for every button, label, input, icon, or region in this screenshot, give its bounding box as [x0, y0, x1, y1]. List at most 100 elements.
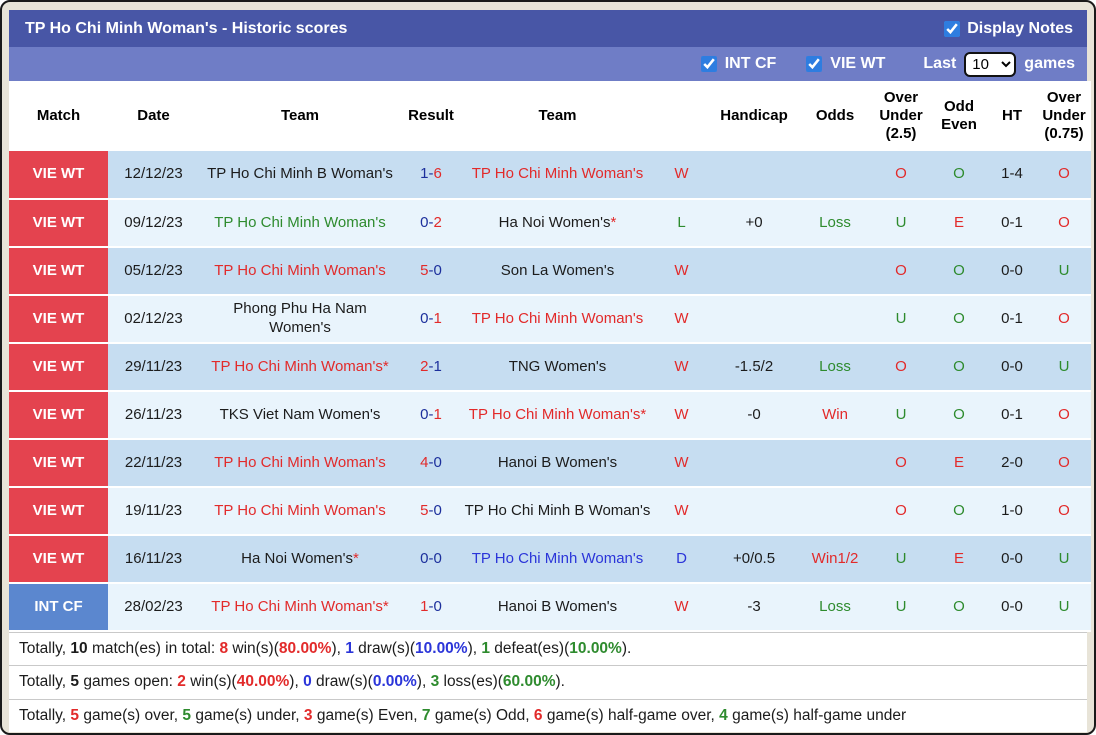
result-score: 0-2	[401, 199, 461, 248]
score-dash: -	[428, 261, 434, 279]
display-notes-checkbox[interactable]	[944, 20, 961, 37]
handicap-value: -3	[709, 583, 799, 632]
away-score: 2	[433, 213, 442, 231]
column-header: Over Under (0.75)	[1037, 81, 1091, 151]
historic-scores-table: Match Date Team Result Team Handicap Odds Over …	[9, 81, 1091, 632]
column-header: Over Under (2.5)	[871, 81, 931, 151]
match-date: 16/11/23	[108, 535, 199, 584]
league-badge: VIE WT	[9, 487, 108, 536]
odd-even: O	[931, 295, 987, 344]
away-score: 6	[433, 165, 442, 183]
team-name: Ha Noi Women's	[498, 213, 611, 231]
handicap-value	[709, 151, 799, 200]
away-team: TNG Women's	[461, 343, 654, 392]
result-score: 2-1	[401, 343, 461, 392]
home-score: 5	[420, 261, 429, 279]
last-games-select[interactable]: 10	[964, 51, 1017, 77]
result-score: 0-1	[401, 391, 461, 440]
over-under-25: U	[871, 295, 931, 344]
summary-line-1: Totally, 10 match(es) in total: 8 win(s)…	[9, 632, 1087, 666]
team-name: TP Ho Chi Minh B Woman's	[207, 165, 393, 183]
ht-score: 2-0	[987, 439, 1037, 488]
team-name: TP Ho Chi Minh Woman's	[211, 597, 383, 615]
ht-score: 0-0	[987, 343, 1037, 392]
odd-even: O	[931, 583, 987, 632]
column-header: Match	[9, 81, 108, 151]
match-date: 02/12/23	[108, 295, 199, 344]
home-team: TP Ho Chi Minh Woman's*	[199, 343, 401, 392]
wdl-letter: W	[654, 343, 709, 392]
home-team: TKS Viet Nam Women's	[199, 391, 401, 440]
odd-even: O	[931, 151, 987, 200]
result-score: 5-0	[401, 487, 461, 536]
ht-score: 1-0	[987, 487, 1037, 536]
home-team: Ha Noi Women's*	[199, 535, 401, 584]
wdl-letter: W	[654, 151, 709, 200]
team-name: Hanoi B Women's	[497, 453, 618, 471]
odds-result: Loss	[799, 343, 871, 392]
result-score: 1-0	[401, 583, 461, 632]
home-score: 1	[420, 165, 429, 183]
table-row: VIE WT 02/12/23 Phong Phu Ha Nam Women's 0-…	[9, 295, 1091, 344]
over-under-075: U	[1037, 535, 1091, 584]
away-team: Hanoi B Women's	[461, 439, 654, 488]
over-under-25: U	[871, 583, 931, 632]
table-row: VIE WT 19/11/23 TP Ho Chi Minh Woman's 5-0 T…	[9, 487, 1091, 536]
table-row: VIE WT 29/11/23 TP Ho Chi Minh Woman's* 2-1…	[9, 343, 1091, 392]
team-name: Phong Phu Ha Nam Women's	[233, 300, 367, 336]
handicap-value	[709, 247, 799, 296]
vie-wt-checkbox[interactable]	[806, 56, 823, 72]
over-under-075: U	[1037, 247, 1091, 296]
table-row: VIE WT 09/12/23 TP Ho Chi Minh Woman's 0-2 H…	[9, 199, 1091, 248]
odds-result: Loss	[799, 199, 871, 248]
away-team: Son La Women's	[461, 247, 654, 296]
over-under-25: U	[871, 391, 931, 440]
score-dash: -	[428, 549, 434, 567]
league-badge: VIE WT	[9, 199, 108, 248]
match-date: 28/02/23	[108, 583, 199, 632]
match-date: 12/12/23	[108, 151, 199, 200]
int-cf-label: INT CF	[724, 55, 777, 72]
column-header: Odd Even	[931, 81, 987, 151]
match-date: 29/11/23	[108, 343, 199, 392]
table-row: VIE WT 26/11/23 TKS Viet Nam Women's 0-1 TP …	[9, 391, 1091, 440]
wdl-letter: D	[654, 535, 709, 584]
column-header: HT	[987, 81, 1037, 151]
handicap-value: +0	[709, 199, 799, 248]
odds-result: Loss	[799, 583, 871, 632]
ht-score: 0-0	[987, 583, 1037, 632]
team-star: *	[352, 549, 359, 567]
home-team: TP Ho Chi Minh B Woman's	[199, 151, 401, 200]
over-under-25: O	[871, 247, 931, 296]
ht-score: 0-1	[987, 295, 1037, 344]
ht-score: 0-0	[987, 535, 1037, 584]
ht-score: 0-1	[987, 391, 1037, 440]
result-score: 1-6	[401, 151, 461, 200]
wdl-letter: W	[654, 391, 709, 440]
score-dash: -	[428, 213, 434, 231]
home-team: TP Ho Chi Minh Woman's*	[199, 583, 401, 632]
handicap-value	[709, 487, 799, 536]
match-date: 05/12/23	[108, 247, 199, 296]
handicap-value	[709, 439, 799, 488]
team-name: Ha Noi Women's	[241, 549, 353, 567]
odds-result	[799, 151, 871, 200]
handicap-value: -0	[709, 391, 799, 440]
historic-scores-panel: TP Ho Chi Minh Woman's - Historic scores…	[9, 10, 1091, 733]
summary-section: Totally, 10 match(es) in total: 8 win(s)…	[9, 632, 1087, 733]
handicap-value	[709, 295, 799, 344]
home-score: 2	[420, 357, 429, 375]
column-header: Team	[461, 81, 654, 151]
away-score: 1	[433, 405, 442, 423]
over-under-25: O	[871, 151, 931, 200]
vie-wt-label: VIE WT	[830, 55, 886, 72]
column-header: Handicap	[709, 81, 799, 151]
away-team: TP Ho Chi Minh Woman's	[461, 295, 654, 344]
over-under-25: U	[871, 535, 931, 584]
int-cf-checkbox[interactable]	[700, 56, 717, 72]
league-badge: VIE WT	[9, 247, 108, 296]
score-dash: -	[428, 309, 434, 327]
odd-even: O	[931, 247, 987, 296]
league-badge: INT CF	[9, 583, 108, 632]
over-under-075: O	[1037, 439, 1091, 488]
